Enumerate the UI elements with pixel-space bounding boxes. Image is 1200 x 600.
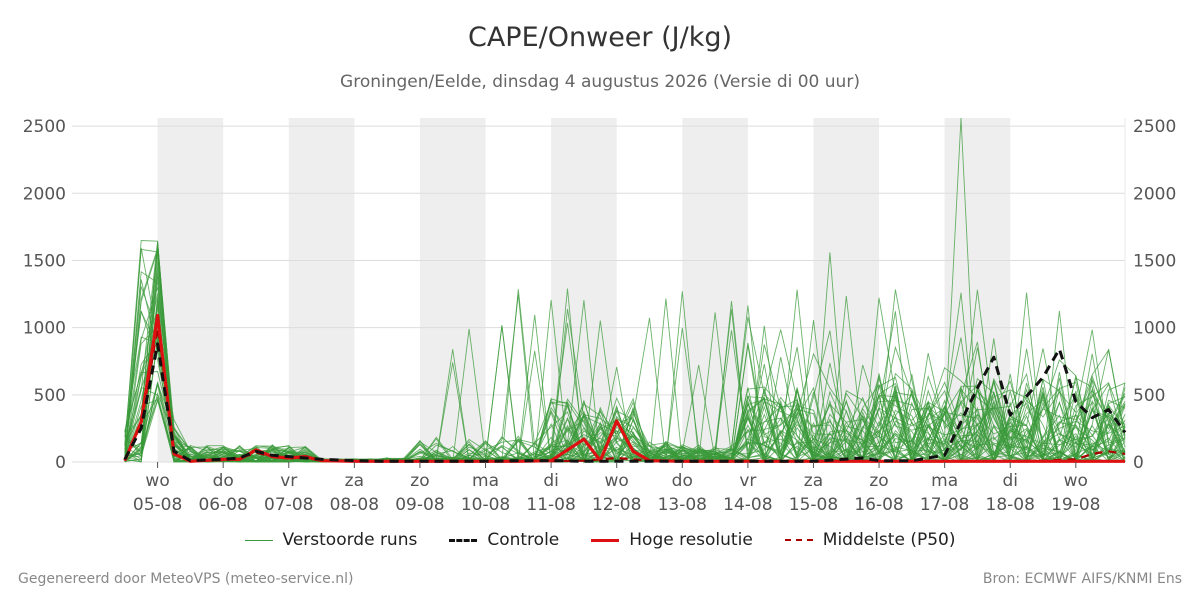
x-tick-day: do — [672, 471, 693, 491]
y-tick-label-left: 2000 — [23, 184, 66, 204]
legend-item-median[interactable]: Middelste (P50) — [784, 530, 956, 550]
x-tick-date: 16-08 — [854, 495, 903, 515]
weekend-band — [682, 118, 748, 462]
ensemble-run-line — [124, 289, 1126, 463]
legend-swatch-median — [784, 539, 813, 541]
x-tick-date: 08-08 — [330, 495, 379, 515]
x-tick-date: 15-08 — [789, 495, 838, 515]
x-tick-date: 17-08 — [920, 495, 969, 515]
x-tick-date: 07-08 — [264, 495, 313, 515]
x-tick-date: 18-08 — [986, 495, 1035, 515]
legend-label-ensemble: Verstoorde runs — [282, 530, 418, 550]
legend-item-control[interactable]: Controle — [449, 530, 559, 550]
x-tick-date: 09-08 — [395, 495, 444, 515]
footer-credit: Gegenereerd door MeteoVPS (meteo-service… — [18, 571, 354, 587]
x-tick-day: wo — [605, 471, 629, 491]
x-tick-day: vr — [280, 471, 297, 491]
legend-label-hires: Hoge resolutie — [629, 530, 753, 550]
x-tick-date: 19-08 — [1051, 495, 1100, 515]
weekend-band — [288, 118, 355, 462]
y-axis-right: 0 500 1000 1500 2000 2500 — [1133, 117, 1176, 473]
legend: Verstoorde runs Controle Hoge resolutie … — [0, 530, 1200, 550]
x-tick-day: za — [804, 471, 823, 491]
legend-item-ensemble[interactable]: Verstoorde runs — [244, 530, 418, 550]
ensemble-run-line — [124, 318, 1126, 463]
ensemble-run-line — [124, 246, 1126, 464]
x-tick-date: 13-08 — [658, 495, 707, 515]
x-tick-day: ma — [931, 471, 958, 491]
x-tick-date: 14-08 — [723, 495, 772, 515]
y-tick-label-left: 0 — [55, 453, 66, 473]
y-tick-label-left: 1000 — [23, 319, 66, 339]
y-tick-label-right: 2000 — [1133, 184, 1176, 204]
x-tick-date: 05-08 — [133, 495, 182, 515]
legend-label-median: Middelste (P50) — [822, 530, 956, 550]
ensemble-run-line — [124, 245, 1126, 464]
y-tick-label-right: 500 — [1133, 386, 1165, 406]
y-tick-label-left: 1500 — [23, 251, 66, 271]
x-tick-day: zo — [410, 471, 429, 491]
series-line-controle — [123, 342, 1127, 463]
x-tick-day: ma — [472, 471, 499, 491]
legend-swatch-control — [449, 538, 478, 542]
x-tick-day: do — [213, 471, 234, 491]
y-tick-label-right: 2500 — [1133, 117, 1176, 137]
x-tick-day: za — [345, 471, 364, 491]
x-tick-day: zo — [869, 471, 888, 491]
x-tick-date: 10-08 — [461, 495, 510, 515]
legend-item-hires[interactable]: Hoge resolutie — [591, 530, 753, 550]
x-tick-day: di — [1002, 471, 1018, 491]
chart-title: CAPE/Onweer (J/kg) — [467, 22, 732, 53]
weekend-band — [419, 118, 486, 462]
legend-swatch-hires — [591, 538, 620, 542]
ensemble-run-line — [124, 336, 1126, 463]
legend-label-control: Controle — [487, 530, 560, 550]
ensemble-run-line — [124, 248, 1126, 463]
x-tick-date: 12-08 — [592, 495, 641, 515]
y-axis-left: 0 500 1000 1500 2000 2500 — [23, 117, 66, 473]
y-tick-label-right: 0 — [1133, 453, 1144, 473]
x-tick-date: 06-08 — [198, 495, 247, 515]
y-tick-label-right: 1500 — [1133, 251, 1176, 271]
x-tick-day: di — [543, 471, 559, 491]
x-tick-day: wo — [1064, 471, 1088, 491]
x-tick-date: 11-08 — [526, 495, 575, 515]
weekend-band — [551, 118, 617, 462]
main-series — [123, 313, 1127, 463]
x-axis: wo 05-08 do 06-08 vr 07-08 za 08-08 zo 09-08 ma 10-… — [133, 462, 1101, 515]
y-tick-label-left: 2500 — [23, 117, 66, 137]
x-tick-day: vr — [739, 471, 756, 491]
chart-subtitle: Groningen/Eelde, dinsdag 4 augustus 2026… — [340, 72, 860, 92]
y-tick-label-left: 500 — [34, 386, 66, 406]
y-tick-label-right: 1000 — [1133, 319, 1176, 339]
footer-source: Bron: ECMWF AIFS/KNMI Ens — [982, 571, 1182, 587]
x-tick-day: wo — [145, 471, 169, 491]
legend-swatch-ensemble — [244, 539, 273, 541]
